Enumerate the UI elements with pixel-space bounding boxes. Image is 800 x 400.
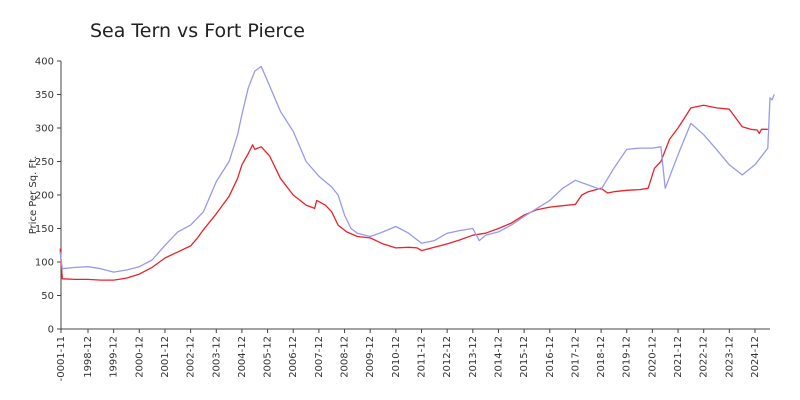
x-tick-label: 2004-12 [237,336,248,378]
x-tick-label: 2010-12 [391,336,402,378]
x-tick-label: 2011-12 [417,336,428,378]
x-tick-label: 1998-12 [83,336,94,378]
x-tick-label: 2006-12 [288,336,299,378]
y-axis-title: Price Per Sq. Ft. [28,156,39,235]
y-tick-label: 400 [35,57,54,68]
x-tick-label: 2008-12 [340,336,351,378]
x-tick-label: 2019-12 [622,336,633,378]
x-tick-label: 2014-12 [493,336,504,378]
x-tick-label: 2013-12 [468,336,479,378]
y-tick-label: 0 [48,325,54,336]
x-tick-label: 2005-12 [263,336,274,378]
y-tick-label: 300 [35,124,54,135]
x-tick-label: 2016-12 [545,336,556,378]
x-tick-label: 2015-12 [519,336,530,378]
x-tick-label: 2003-12 [211,336,222,378]
x-tick-label: 2001-12 [160,336,171,378]
y-tick-label: 350 [35,90,54,101]
y-tick-label: 150 [35,224,54,235]
y-tick-label: 50 [41,291,54,302]
series-line-blue [59,65,775,273]
x-tick-label: 1999-12 [109,336,120,378]
chart-title: Sea Tern vs Fort Pierce [90,20,305,42]
x-tick-label: 2018-12 [596,336,607,378]
x-tick-label: 2002-12 [186,336,197,378]
y-tick-label: 100 [35,258,54,269]
x-tick-label: 2009-12 [365,336,376,378]
x-tick-label: 2020-12 [647,336,658,378]
series-line-red [59,104,768,281]
x-tick-label: 2023-12 [724,336,735,378]
x-tick-label: 2022-12 [699,336,710,378]
x-tick-label: -0001-11 [56,336,67,381]
x-tick-label: 2017-12 [570,336,581,378]
y-tick-label: 250 [35,157,54,168]
x-tick-label: 2007-12 [314,336,325,378]
y-tick-label: 200 [35,191,54,202]
x-tick-label: 2012-12 [442,336,453,378]
x-tick-label: 2000-12 [134,336,145,378]
x-tick-label: 2024-12 [750,336,761,378]
x-tick-label: 2021-12 [673,336,684,378]
